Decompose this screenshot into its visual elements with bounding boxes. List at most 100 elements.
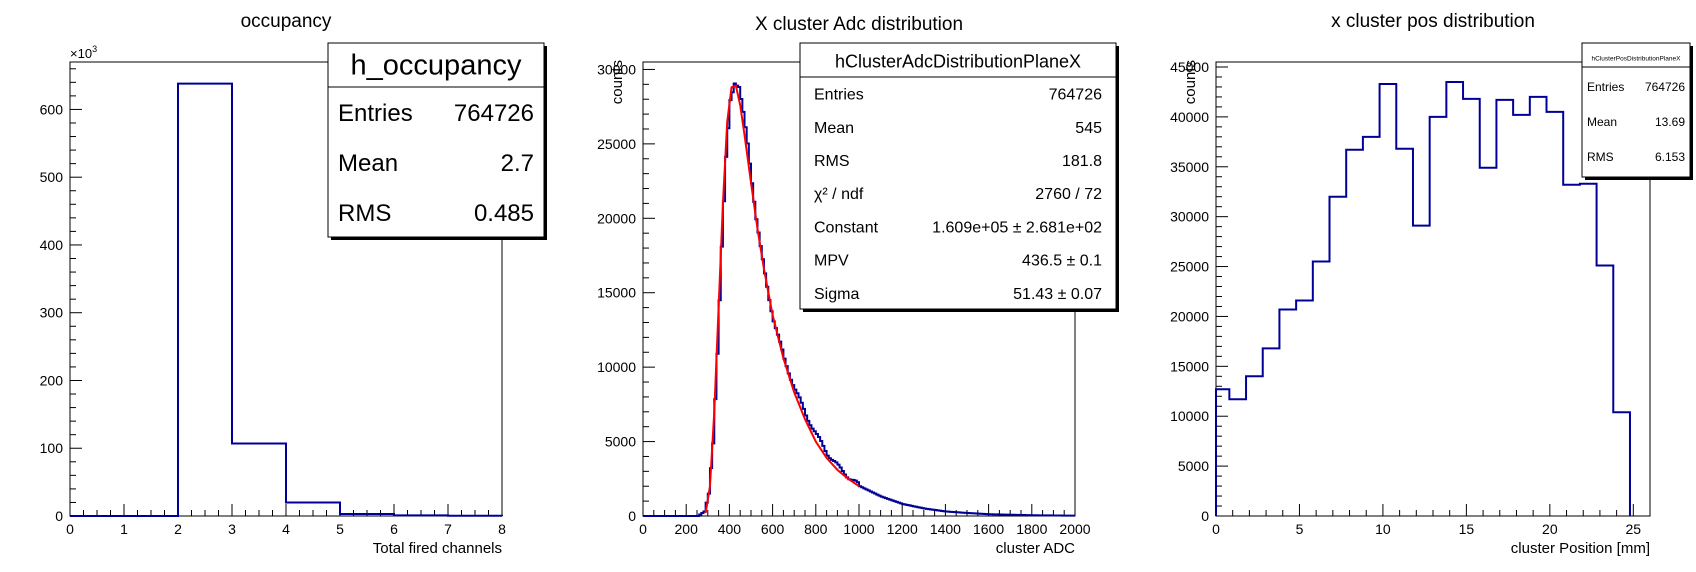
stats-title: hClusterPosDistributionPlaneX: [1592, 55, 1682, 62]
cluster-adc-panel: X cluster Adc distribution 0 200 400 600 800…: [597, 14, 1119, 557]
histogram-bin: [1597, 266, 1614, 516]
y-tick-label: 30000: [597, 61, 636, 77]
x-tick-label: 25: [1626, 521, 1642, 537]
stats-label: RMS: [1587, 150, 1614, 164]
histogram-bin: [1480, 168, 1497, 516]
y-axis-label: counts: [1182, 60, 1199, 104]
stats-label: Mean: [338, 150, 398, 177]
histogram-bin: [1380, 84, 1397, 516]
x-tick-label: 10: [1375, 521, 1391, 537]
stats-label: Mean: [1587, 115, 1617, 129]
y-tick-label: 400: [40, 237, 64, 253]
y-tick-label: 10000: [597, 359, 636, 375]
histogram-bin: [1346, 150, 1363, 516]
y-tick-label: 25000: [597, 136, 636, 152]
occupancy-panel: occupancy 0 1 2 3 4 5 6 7 8 0 100 200 300 400 500 600 ×…: [40, 11, 547, 557]
y-tick-label: 5000: [1178, 458, 1209, 474]
y-exponent-value: 3: [92, 44, 97, 54]
y-tick-label: 500: [40, 169, 64, 185]
histogram-bin: [1396, 149, 1413, 516]
histogram-bin: [1330, 197, 1347, 516]
y-tick-label: 45000: [1170, 59, 1209, 75]
stats-value: 2.7: [501, 150, 534, 177]
x-tick-label: 400: [718, 521, 742, 537]
histogram-bin: [1563, 185, 1580, 516]
x-tick-label: 20: [1542, 521, 1558, 537]
stats-value: 6.153: [1655, 150, 1685, 164]
y-tick-label: 35000: [1170, 159, 1209, 175]
chart-title: X cluster Adc distribution: [755, 14, 963, 35]
x-tick-label: 1800: [1016, 521, 1047, 537]
histogram-line: [70, 82, 503, 517]
histogram-bin: [178, 84, 232, 516]
x-tick-label: 2: [174, 521, 182, 537]
y-tick-label: 15000: [597, 285, 636, 301]
stats-value: 436.5 ± 0.1: [1022, 253, 1102, 270]
stats-box: h_occupancy Entries 764726 Mean 2.7 RMS 0.485: [327, 42, 547, 240]
histogram-bin: [1263, 348, 1280, 516]
histogram-bin: [1216, 389, 1229, 516]
x-axis-label: cluster Position [mm]: [1511, 540, 1650, 557]
y-tick-label: 40000: [1170, 109, 1209, 125]
y-tick-label: 0: [628, 508, 636, 524]
histogram-bin: [1580, 184, 1597, 516]
y-tick-label: 0: [55, 508, 63, 524]
x-tick-label: 8: [498, 521, 506, 537]
stats-label: Constant: [814, 219, 879, 236]
x-tick-label: 800: [804, 521, 828, 537]
x-tick-label: 600: [761, 521, 785, 537]
stats-label: Mean: [814, 120, 854, 137]
x-tick-label: 0: [66, 521, 74, 537]
y-tick-label: 300: [40, 305, 64, 321]
histogram-bin: [232, 443, 286, 516]
y-axis-label: counts: [609, 60, 626, 104]
stats-frame: [327, 42, 545, 238]
x-tick-label: 2000: [1059, 521, 1090, 537]
stats-label: Entries: [338, 100, 413, 127]
stats-value: 181.8: [1062, 153, 1102, 170]
y-tick-label: 5000: [605, 434, 636, 450]
chart-title: x cluster pos distribution: [1331, 11, 1535, 32]
histogram-bin: [1229, 399, 1246, 516]
stats-label: RMS: [814, 153, 850, 170]
stats-value: 2760 / 72: [1035, 186, 1102, 203]
stats-label: Entries: [1587, 80, 1624, 94]
stats-box: hClusterAdcDistributionPlaneX Entries 7647…: [799, 42, 1119, 312]
chart-title: occupancy: [241, 11, 332, 32]
x-tick-label: 1: [120, 521, 128, 537]
stats-value: 764726: [454, 100, 534, 127]
y-tick-label: 15000: [1170, 358, 1209, 374]
stats-label: χ² / ndf: [814, 186, 864, 203]
y-tick-label: 600: [40, 101, 64, 117]
y-tick-label: 0: [1201, 508, 1209, 524]
stats-frame: [799, 42, 1117, 310]
histogram-bin: [1430, 117, 1447, 516]
stats-title: h_occupancy: [351, 50, 522, 82]
y-tick-label: 200: [40, 372, 64, 388]
stats-box: hClusterPosDistributionPlaneX Entries 7647…: [1581, 42, 1693, 180]
histogram-bin: [1246, 376, 1263, 516]
stats-label: Sigma: [814, 286, 859, 303]
stats-value: 764726: [1645, 80, 1685, 94]
x-tick-label: 5: [336, 521, 344, 537]
histogram-bin: [1313, 262, 1330, 516]
stats-value: 13.69: [1655, 115, 1685, 129]
histogram-bin: [1613, 412, 1630, 516]
x-tick-label: 3: [228, 521, 236, 537]
histogram-bin: [1496, 100, 1513, 516]
stats-value: 51.43 ± 0.07: [1013, 286, 1102, 303]
stats-frame: [1581, 42, 1691, 178]
x-tick-label: 200: [675, 521, 699, 537]
y-exponent-label: ×103: [70, 44, 97, 61]
x-axis-label: Total fired channels: [373, 540, 502, 557]
histogram-bin: [1413, 226, 1430, 516]
histogram-bin: [1446, 82, 1463, 516]
x-tick-label: 1000: [843, 521, 874, 537]
plot-area: 0 5 10 15 20 25 0 5000 10000 15000 20000 25000 30000…: [1170, 59, 1651, 537]
x-tick-label: 0: [639, 521, 647, 537]
histogram-bin: [1296, 300, 1313, 516]
histogram-bin: [1463, 99, 1480, 516]
x-tick-label: 1400: [930, 521, 961, 537]
y-tick-label: 30000: [1170, 209, 1209, 225]
